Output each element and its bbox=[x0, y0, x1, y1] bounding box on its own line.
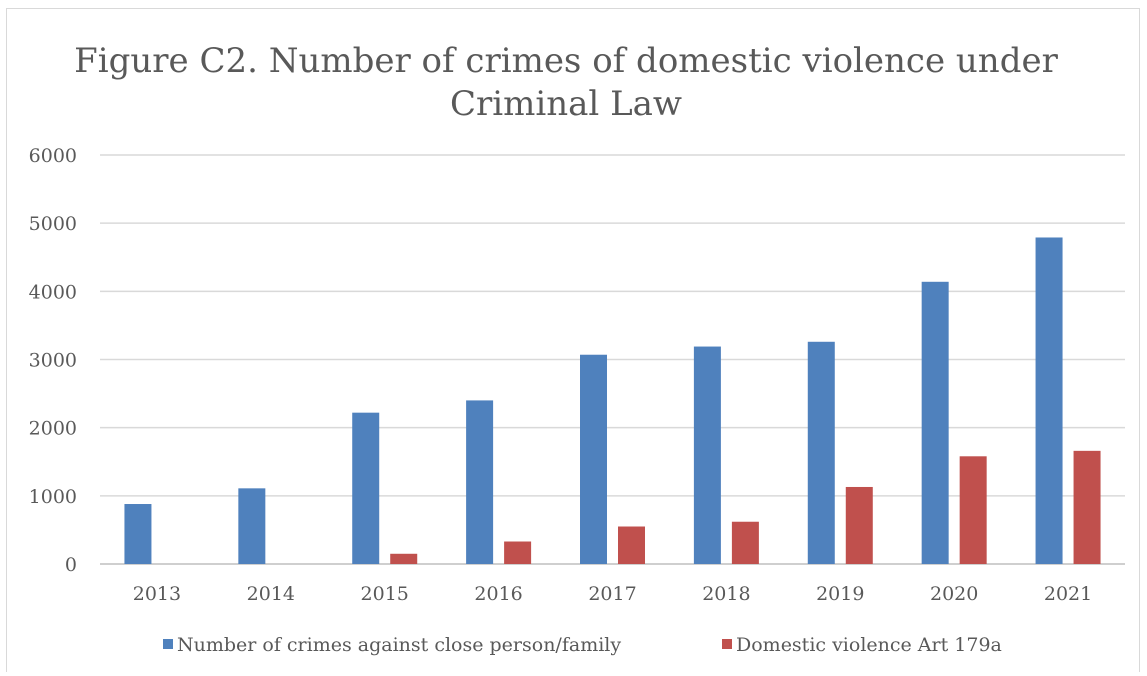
bar-crimes-close-person-2021 bbox=[1035, 237, 1063, 564]
legend-swatch bbox=[163, 639, 173, 649]
bar-crimes-close-person-2017 bbox=[580, 354, 607, 564]
y-tick-label: 2000 bbox=[29, 418, 77, 440]
bar-crimes-close-person-2020 bbox=[921, 281, 949, 564]
y-tick-label: 4000 bbox=[29, 281, 77, 303]
bar-domestic-violence-179a-2017 bbox=[618, 526, 645, 564]
x-axis-ticks: 2013 2014 2015 2016 2017 2018 2019 2020 2021 bbox=[133, 583, 1092, 605]
bar-crimes-close-person-2013 bbox=[124, 504, 152, 564]
bar-domestic-violence-179a-2016 bbox=[504, 541, 532, 564]
y-tick-label: 1000 bbox=[29, 486, 77, 508]
bar-crimes-close-person-2019 bbox=[807, 341, 835, 564]
y-tick-label: 6000 bbox=[29, 145, 77, 167]
gridlines bbox=[100, 154, 1125, 565]
x-tick-label: 2019 bbox=[816, 583, 864, 605]
y-axis-ticks: 0 1000 2000 3000 4000 5000 6000 bbox=[29, 145, 77, 576]
x-tick-label: 2021 bbox=[1044, 583, 1092, 605]
chart-title-line-2: Criminal Law bbox=[450, 84, 682, 124]
y-tick-label: 3000 bbox=[29, 350, 77, 372]
bar-crimes-close-person-2015 bbox=[352, 412, 380, 564]
bar-domestic-violence-179a-2021 bbox=[1073, 450, 1101, 564]
bar-domestic-violence-179a-2015 bbox=[390, 553, 418, 564]
x-tick-label: 2018 bbox=[702, 583, 750, 605]
legend: Number of crimes against close person/fa… bbox=[163, 634, 1002, 656]
bar-crimes-close-person-2014 bbox=[238, 488, 266, 564]
x-tick-label: 2015 bbox=[361, 583, 409, 605]
y-tick-label: 5000 bbox=[29, 213, 77, 235]
x-tick-label: 2016 bbox=[474, 583, 522, 605]
x-tick-label: 2013 bbox=[133, 583, 181, 605]
x-tick-label: 2020 bbox=[930, 583, 978, 605]
chart-frame bbox=[6, 8, 1140, 672]
x-tick-label: 2017 bbox=[588, 583, 636, 605]
chart-title-line-1: Figure C2. Number of crimes of domestic … bbox=[74, 41, 1058, 81]
bars bbox=[124, 237, 1101, 564]
y-tick-label: 0 bbox=[65, 554, 77, 576]
bar-domestic-violence-179a-2020 bbox=[959, 456, 987, 564]
chart-title: Figure C2. Number of crimes of domestic … bbox=[74, 41, 1058, 124]
bar-crimes-close-person-2016 bbox=[466, 400, 494, 564]
bar-crimes-close-person-2018 bbox=[693, 346, 721, 564]
x-tick-label: 2014 bbox=[247, 583, 295, 605]
legend-item-domestic-violence-179a: Domestic violence Art 179a bbox=[736, 634, 1002, 656]
legend-item-crimes-close-person: Number of crimes against close person/fa… bbox=[177, 634, 621, 656]
bar-domestic-violence-179a-2019 bbox=[845, 486, 873, 564]
legend-swatch bbox=[722, 639, 732, 649]
bar-domestic-violence-179a-2018 bbox=[731, 521, 759, 564]
